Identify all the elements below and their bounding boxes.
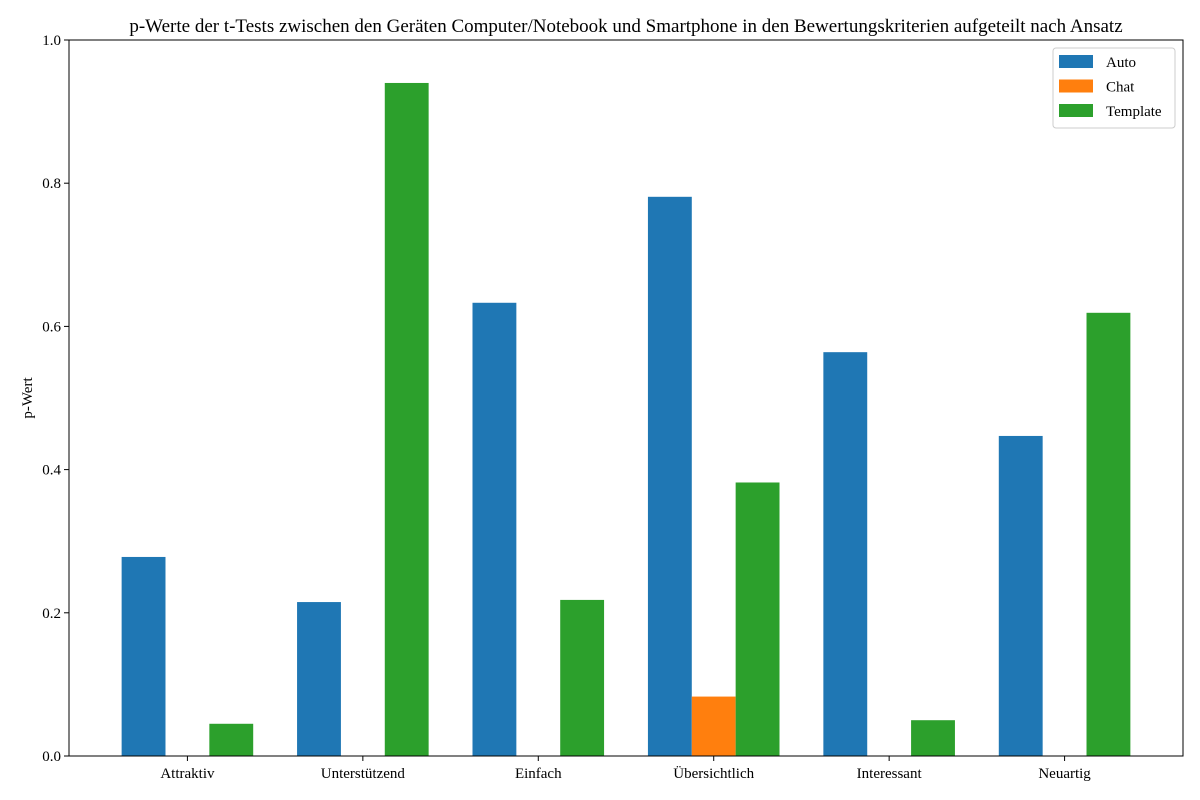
bars-layer [121,82,1131,756]
legend: Auto Chat Template [1052,47,1176,129]
legend-label-template: Template [1106,104,1162,120]
bar-auto-5 [998,435,1043,756]
bar-template-1 [384,82,429,756]
x-tick-label: Übersichtlich [673,765,754,782]
bar-auto-0 [121,556,166,756]
y-tick-label: 0.0 [42,749,61,765]
x-tick-label: Interessant [857,766,923,782]
legend-swatch-chat [1059,79,1093,93]
bar-template-5 [1086,312,1131,756]
bar-auto-4 [823,352,868,756]
y-axis-ticks: 0.0 0.2 0.4 0.6 0.8 1.0 [42,33,69,765]
bar-auto-2 [472,302,517,756]
bar-template-4 [911,720,955,756]
x-tick-label: Attraktiv [160,766,215,782]
bar-template-2 [560,599,605,756]
y-axis-label: p-Wert [20,377,36,419]
x-tick-label: Neuartig [1038,766,1091,782]
legend-label-auto: Auto [1106,55,1136,71]
plot-frame [68,39,1184,757]
bar-template-3 [735,482,780,756]
x-tick-label: Einfach [515,766,562,782]
legend-swatch-template [1059,104,1093,117]
x-axis-ticks: Attraktiv Unterstützend Einfach Übersichtli… [160,756,1091,782]
y-tick-label: 0.8 [42,176,61,192]
y-tick-label: 0.6 [42,319,61,335]
legend-swatch-auto [1059,55,1093,68]
legend-label-chat: Chat [1106,80,1135,96]
bar-auto-1 [297,602,341,756]
bar-chat-3 [691,696,736,756]
y-tick-label: 0.2 [42,606,61,622]
y-tick-label: 0.4 [42,463,61,479]
bar-auto-3 [647,196,692,756]
bar-template-0 [209,723,254,756]
y-tick-label: 1.0 [42,33,61,49]
chart-title: p-Werte der t-Tests zwischen den Geräten… [129,16,1122,37]
x-tick-label: Unterstützend [321,766,406,782]
